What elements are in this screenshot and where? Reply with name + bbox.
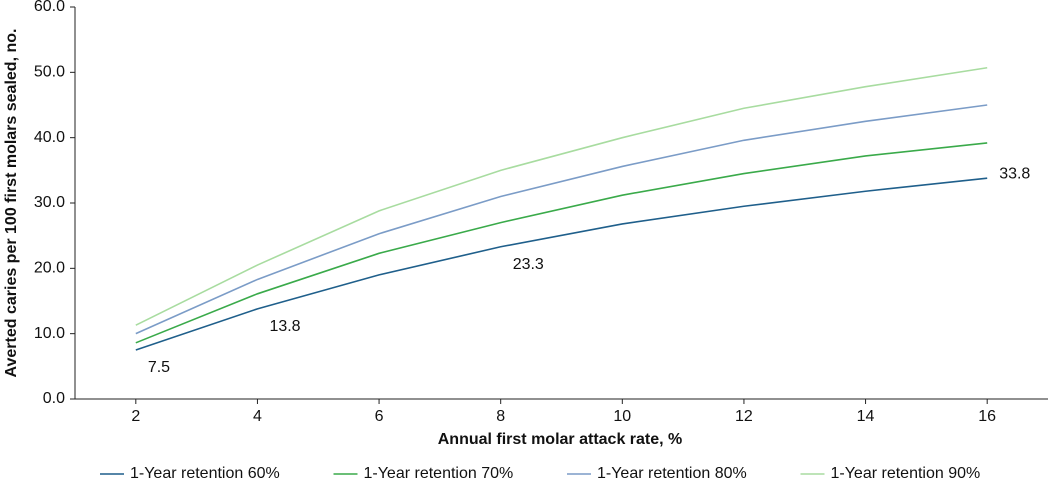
x-tick-label: 14 [857,408,875,425]
x-tick-label: 10 [613,408,631,425]
series-line [135,177,988,351]
y-tick-label: 20.0 [34,260,65,277]
y-tick-label: 30.0 [34,194,65,211]
x-axis-title: Annual first molar attack rate, % [438,431,683,448]
y-tick-label: 60.0 [34,0,65,15]
legend-label: 1-Year retention 90% [831,465,981,482]
x-tick-label: 8 [496,408,505,425]
legend-label: 1-Year retention 70% [364,465,514,482]
x-tick-label: 16 [978,408,996,425]
data-label: 7.5 [148,359,170,376]
y-tick-label: 40.0 [34,129,65,146]
x-tick-label: 2 [131,408,140,425]
y-tick-label: 10.0 [34,325,65,342]
data-label: 23.3 [513,256,544,273]
y-tick-label: 0.0 [43,390,65,407]
series-line [135,104,988,335]
x-tick-label: 4 [253,408,262,425]
legend-label: 1-Year retention 80% [597,465,747,482]
legend-label: 1-Year retention 60% [130,465,280,482]
series-line [135,142,988,344]
x-tick-label: 12 [735,408,753,425]
series-line [135,66,988,326]
y-tick-label: 50.0 [34,64,65,81]
y-axis-title: Averted caries per 100 first molars seal… [3,29,20,378]
data-label: 33.8 [999,165,1030,182]
x-tick-label: 6 [375,408,384,425]
data-label: 13.8 [269,318,300,335]
